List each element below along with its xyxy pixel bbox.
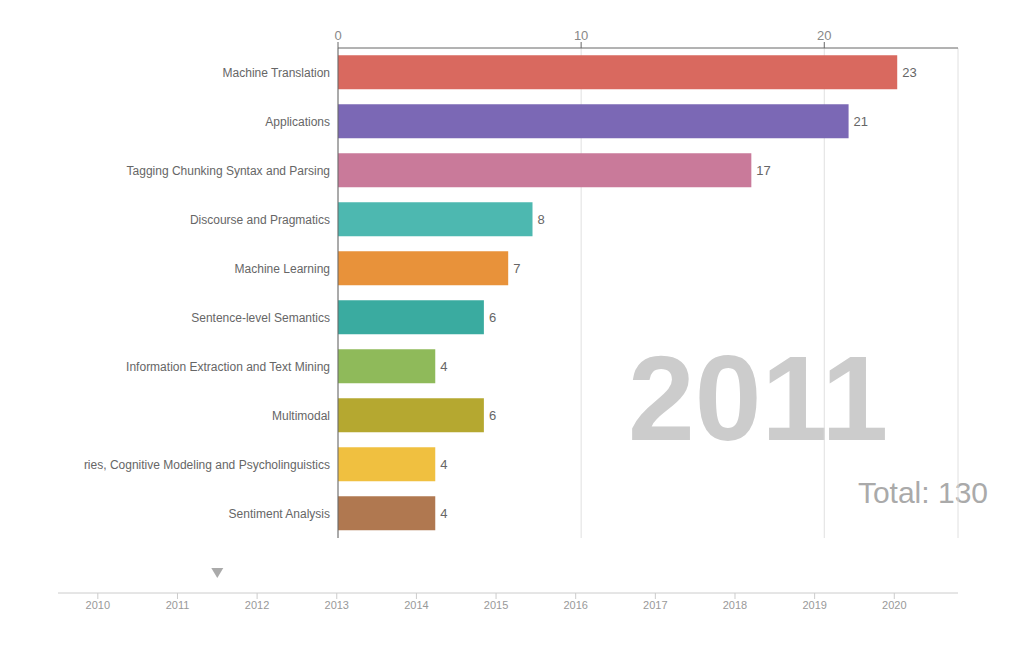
svg-text:Multimodal: Multimodal <box>272 409 330 423</box>
svg-text:20: 20 <box>817 28 831 43</box>
svg-text:0: 0 <box>334 28 341 43</box>
svg-text:Sentence-level Semantics: Sentence-level Semantics <box>191 311 330 325</box>
svg-text:21: 21 <box>854 114 868 129</box>
svg-text:2013: 2013 <box>325 599 349 611</box>
svg-text:Tagging Chunking Syntax and Pa: Tagging Chunking Syntax and Parsing <box>127 164 330 178</box>
svg-text:17: 17 <box>756 163 770 178</box>
svg-text:2015: 2015 <box>484 599 508 611</box>
svg-text:Machine Learning: Machine Learning <box>235 262 330 276</box>
svg-text:4: 4 <box>440 457 447 472</box>
svg-text:2017: 2017 <box>643 599 667 611</box>
svg-text:2010: 2010 <box>86 599 110 611</box>
svg-text:Sentiment Analysis: Sentiment Analysis <box>229 507 330 521</box>
svg-text:23: 23 <box>902 65 916 80</box>
svg-text:7: 7 <box>513 261 520 276</box>
svg-text:Discourse and Pragmatics: Discourse and Pragmatics <box>190 213 330 227</box>
svg-text:ries, Cognitive Modeling and P: ries, Cognitive Modeling and Psycholingu… <box>84 458 330 472</box>
svg-text:Information Extraction and Tex: Information Extraction and Text Mining <box>126 360 330 374</box>
svg-text:2016: 2016 <box>563 599 587 611</box>
html-text:2011: 2011 <box>628 331 889 465</box>
svg-text:6: 6 <box>489 408 496 423</box>
svg-text:6: 6 <box>489 310 496 325</box>
svg-text:2019: 2019 <box>802 599 826 611</box>
svg-text:2018: 2018 <box>723 599 747 611</box>
svg-text:2014: 2014 <box>404 599 428 611</box>
html-text:Total: 130: Total: 130 <box>857 476 988 509</box>
svg-text:4: 4 <box>440 359 447 374</box>
svg-text:2020: 2020 <box>882 599 906 611</box>
svg-text:10: 10 <box>574 28 588 43</box>
svg-text:8: 8 <box>538 212 545 227</box>
svg-text:2012: 2012 <box>245 599 269 611</box>
svg-text:Machine Translation: Machine Translation <box>223 66 330 80</box>
svg-text:4: 4 <box>440 506 447 521</box>
svg-text:2011: 2011 <box>166 599 190 611</box>
svg-text:Applications: Applications <box>265 115 330 129</box>
